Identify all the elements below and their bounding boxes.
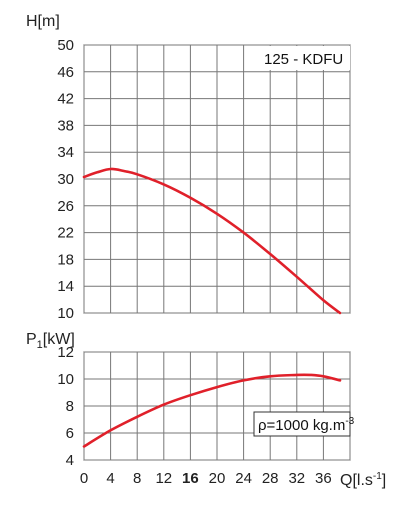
title-box-bg bbox=[253, 46, 350, 70]
density-annotation: ρ=1000 kg.m-3 bbox=[258, 416, 355, 434]
h-axis-label: H[m] bbox=[26, 13, 60, 30]
h-tick-labels: 10 14 18 22 26 30 34 38 42 46 50 bbox=[57, 37, 74, 322]
h-tick-label: 18 bbox=[57, 251, 74, 268]
q-tick-labels: 0 4 8 12 16 20 24 28 32 36 bbox=[80, 470, 332, 487]
h-tick-label: 14 bbox=[57, 278, 74, 295]
h-tick-label: 26 bbox=[57, 198, 74, 215]
power-curve bbox=[82, 373, 342, 448]
density-box bbox=[253, 411, 351, 437]
q-tick-label: 8 bbox=[133, 470, 141, 487]
p1-tick-label: 4 bbox=[66, 452, 74, 469]
p1-tick-label: 6 bbox=[66, 425, 74, 442]
h-tick-label: 38 bbox=[57, 117, 74, 134]
q-tick-label: 36 bbox=[315, 470, 332, 487]
p1-axis-label: P1[kW] bbox=[26, 331, 75, 351]
h-tick-label: 22 bbox=[57, 225, 74, 242]
h-tick-label: 10 bbox=[57, 305, 74, 322]
h-tick-label: 42 bbox=[57, 91, 74, 108]
q-tick-label: 4 bbox=[106, 470, 114, 487]
q-tick-label: 32 bbox=[288, 470, 305, 487]
q-axis-label: Q[l.s-1] bbox=[340, 471, 386, 489]
p1-tick-labels: 4 6 8 10 12 bbox=[57, 344, 74, 469]
q-tick-label: 12 bbox=[155, 470, 172, 487]
q-tick-label: 28 bbox=[262, 470, 279, 487]
p1-tick-label: 12 bbox=[57, 344, 74, 361]
h-tick-label: 34 bbox=[57, 144, 74, 161]
h-plot-grid bbox=[83, 44, 351, 314]
p1-plot-grid bbox=[83, 351, 351, 461]
p1-tick-label: 8 bbox=[66, 398, 74, 415]
p1-tick-label: 10 bbox=[57, 371, 74, 388]
performance-curves bbox=[82, 167, 342, 448]
q-tick-label: 16 bbox=[182, 470, 199, 487]
h-tick-label: 46 bbox=[57, 64, 74, 81]
q-tick-label: 20 bbox=[209, 470, 226, 487]
h-tick-label: 30 bbox=[57, 171, 74, 188]
chart-title: 125 - KDFU bbox=[264, 51, 343, 68]
h-tick-label: 50 bbox=[57, 37, 74, 54]
head-curve bbox=[82, 167, 342, 315]
q-tick-label: 24 bbox=[235, 470, 252, 487]
q-tick-label: 0 bbox=[80, 470, 88, 487]
